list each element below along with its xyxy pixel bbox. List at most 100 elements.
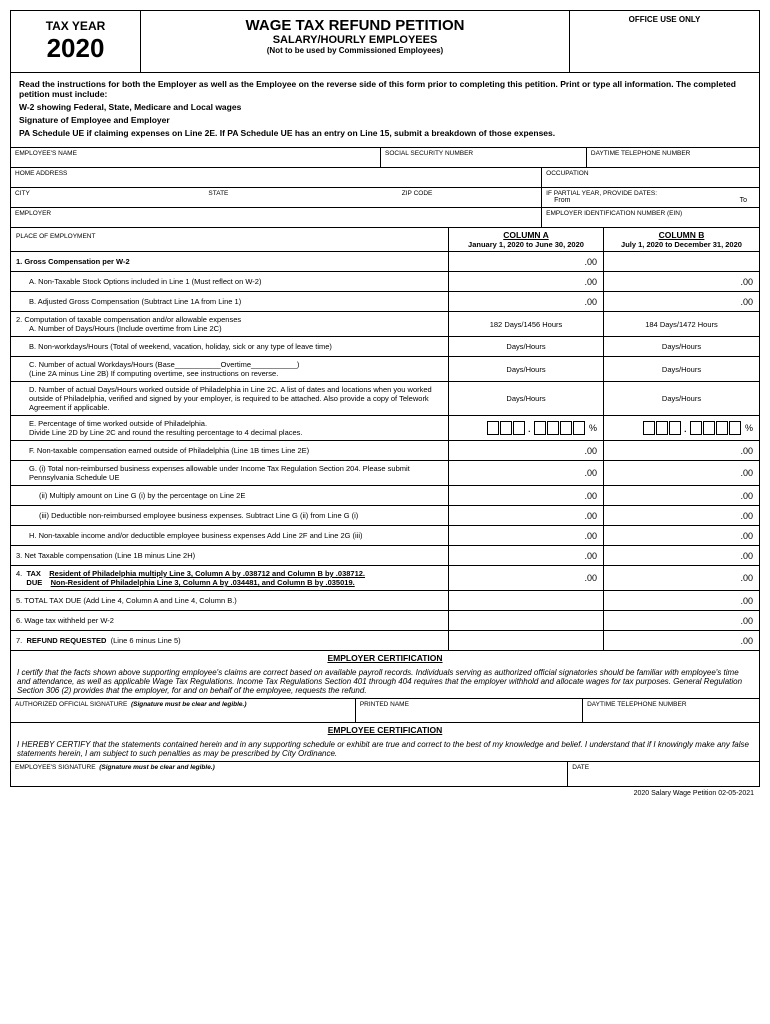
line-2b: B. Non-workdays/Hours (Total of weekend,… [11,337,759,357]
line-2a-colA: 182 Days/1456 Hours [449,312,604,336]
line-5-spacer [449,591,604,610]
line-2h-label: H. Non-taxable income and/or deductible … [11,526,449,545]
line-2d-colB[interactable]: Days/Hours [604,382,759,415]
line-2b-colB[interactable]: Days/Hours [604,337,759,356]
line-2f-colA[interactable]: .00 [449,441,604,460]
sub-title: SALARY/HOURLY EMPLOYEES [147,34,563,46]
field-occupation[interactable]: OCCUPATION [542,168,759,187]
line-1b-label: B. Adjusted Gross Compensation (Subtract… [11,292,449,311]
field-employer-phone[interactable]: DAYTIME TELEPHONE NUMBER [583,699,759,722]
line-1-colA[interactable]: .00 [449,252,604,271]
instruction-bullet2: Signature of Employee and Employer [19,115,751,125]
main-title: WAGE TAX REFUND PETITION [147,17,563,34]
field-employer[interactable]: EMPLOYER [11,208,542,227]
line-2g3-colA[interactable]: .00 [449,506,604,525]
line-2e-colB[interactable]: .% [604,416,759,440]
line-2e-colA[interactable]: .% [449,416,604,440]
line-1a-label: A. Non-Taxable Stock Options included in… [11,272,449,291]
line-2g3-colB[interactable]: .00 [604,506,759,525]
tax-year-box: TAX YEAR 2020 [11,11,141,72]
line-6: 6. Wage tax withheld per W-2 .00 [11,611,759,631]
tax-form: TAX YEAR 2020 WAGE TAX REFUND PETITION S… [10,10,760,787]
line-1-label: 1. Gross Compensation per W-2 [11,252,449,271]
line-2a-label: 2. Computation of taxable compensation a… [11,312,449,336]
row-name-ssn-phone: EMPLOYEE'S NAME SOCIAL SECURITY NUMBER D… [11,148,759,168]
line-2g1-colB[interactable]: .00 [604,461,759,485]
employee-sig-row: EMPLOYEE'S SIGNATURE (Signature must be … [11,762,759,786]
line-2c-colA[interactable]: Days/Hours [449,357,604,381]
line-2e-label: E. Percentage of time worked outside of … [11,416,449,440]
line-2a-colB: 184 Days/1472 Hours [604,312,759,336]
line-1a-colB[interactable]: .00 [604,272,759,291]
field-employee-signature[interactable]: EMPLOYEE'S SIGNATURE (Signature must be … [11,762,568,786]
line-5-val[interactable]: .00 [604,591,759,610]
line-3: 3. Net Taxable compensation (Line 1B min… [11,546,759,566]
line-2h-colB[interactable]: .00 [604,526,759,545]
line-2g2-colB[interactable]: .00 [604,486,759,505]
title-box: WAGE TAX REFUND PETITION SALARY/HOURLY E… [141,11,569,72]
instruction-line1: Read the instructions for both the Emplo… [19,79,751,99]
line-2c-colB[interactable]: Days/Hours [604,357,759,381]
field-home-address[interactable]: HOME ADDRESS [11,168,542,187]
line-1b-colB[interactable]: .00 [604,292,759,311]
column-b-header: COLUMN B July 1, 2020 to December 31, 20… [604,228,759,251]
line-1b-colA[interactable]: .00 [449,292,604,311]
partial-to: To [740,197,747,204]
office-use-box: OFFICE USE ONLY [569,11,759,72]
line-2e: E. Percentage of time worked outside of … [11,416,759,441]
not-used-note: (Not to be used by Commissioned Employee… [147,46,563,55]
field-partial-year[interactable]: IF PARTIAL YEAR, PROVIDE DATES: From To [542,188,759,207]
line-3-colA[interactable]: .00 [449,546,604,565]
line-6-label: 6. Wage tax withheld per W-2 [11,611,449,630]
line-2f: F. Non-taxable compensation earned outsi… [11,441,759,461]
line-2g2-colA[interactable]: .00 [449,486,604,505]
line-2b-colA[interactable]: Days/Hours [449,337,604,356]
line-2d-colA[interactable]: Days/Hours [449,382,604,415]
line-3-label: 3. Net Taxable compensation (Line 1B min… [11,546,449,565]
line-1a-colA[interactable]: .00 [449,272,604,291]
line-2h: H. Non-taxable income and/or deductible … [11,526,759,546]
field-printed-name[interactable]: PRINTED NAME [356,699,583,722]
instruction-bullet3: PA Schedule UE if claiming expenses on L… [19,128,751,138]
employee-cert-text: I HEREBY CERTIFY that the statements con… [11,737,759,762]
line-2g1-colA[interactable]: .00 [449,461,604,485]
field-date[interactable]: DATE [568,762,759,786]
line-1b: B. Adjusted Gross Compensation (Subtract… [11,292,759,312]
partial-from: From [554,197,570,204]
line-2f-label: F. Non-taxable compensation earned outsi… [11,441,449,460]
line-5-label: 5. TOTAL TAX DUE (Add Line 4, Column A a… [11,591,449,610]
line-1a: A. Non-Taxable Stock Options included in… [11,272,759,292]
field-employee-name[interactable]: EMPLOYEE'S NAME [11,148,381,167]
employer-cert-text: I certify that the facts shown above sup… [11,665,759,699]
row-address-occupation: HOME ADDRESS OCCUPATION [11,168,759,188]
field-ein[interactable]: EMPLOYER IDENTIFICATION NUMBER (EIN) [542,208,759,227]
field-auth-signature[interactable]: AUTHORIZED OFFICIAL SIGNATURE (Signature… [11,699,356,722]
line-4-colA[interactable]: .00 [449,566,604,590]
column-a-header: COLUMN A January 1, 2020 to June 30, 202… [449,228,604,251]
line-7-val[interactable]: .00 [604,631,759,650]
line-2g1-label: G. (i) Total non-reimbursed business exp… [11,461,449,485]
tax-year-value: 2020 [15,33,136,64]
line-7-spacer [449,631,604,650]
field-place-employment[interactable]: PLACE OF EMPLOYMENT [11,228,449,251]
field-phone[interactable]: DAYTIME TELEPHONE NUMBER [587,148,759,167]
field-city-state-zip[interactable]: CITY STATE ZIP CODE [11,188,542,207]
line-4-colB[interactable]: .00 [604,566,759,590]
employer-cert-title: EMPLOYER CERTIFICATION [11,651,759,665]
line-2b-label: B. Non-workdays/Hours (Total of weekend,… [11,337,449,356]
instructions: Read the instructions for both the Emplo… [11,73,759,148]
line-2f-colB[interactable]: .00 [604,441,759,460]
column-headers: PLACE OF EMPLOYMENT COLUMN A January 1, … [11,228,759,252]
line-2h-colA[interactable]: .00 [449,526,604,545]
line-2a: 2. Computation of taxable compensation a… [11,312,759,337]
footer-note: 2020 Salary Wage Petition 02-05-2021 [10,787,760,800]
line-7: 7. REFUND REQUESTED (Line 6 minus Line 5… [11,631,759,651]
line-1: 1. Gross Compensation per W-2 .00 [11,252,759,272]
field-ssn[interactable]: SOCIAL SECURITY NUMBER [381,148,587,167]
row-city-state-zip: CITY STATE ZIP CODE IF PARTIAL YEAR, PRO… [11,188,759,208]
line-6-val[interactable]: .00 [604,611,759,630]
instruction-bullet1: W-2 showing Federal, State, Medicare and… [19,102,751,112]
line-2d-label: D. Number of actual Days/Hours worked ou… [11,382,449,415]
line-2g1: G. (i) Total non-reimbursed business exp… [11,461,759,486]
line-3-colB[interactable]: .00 [604,546,759,565]
